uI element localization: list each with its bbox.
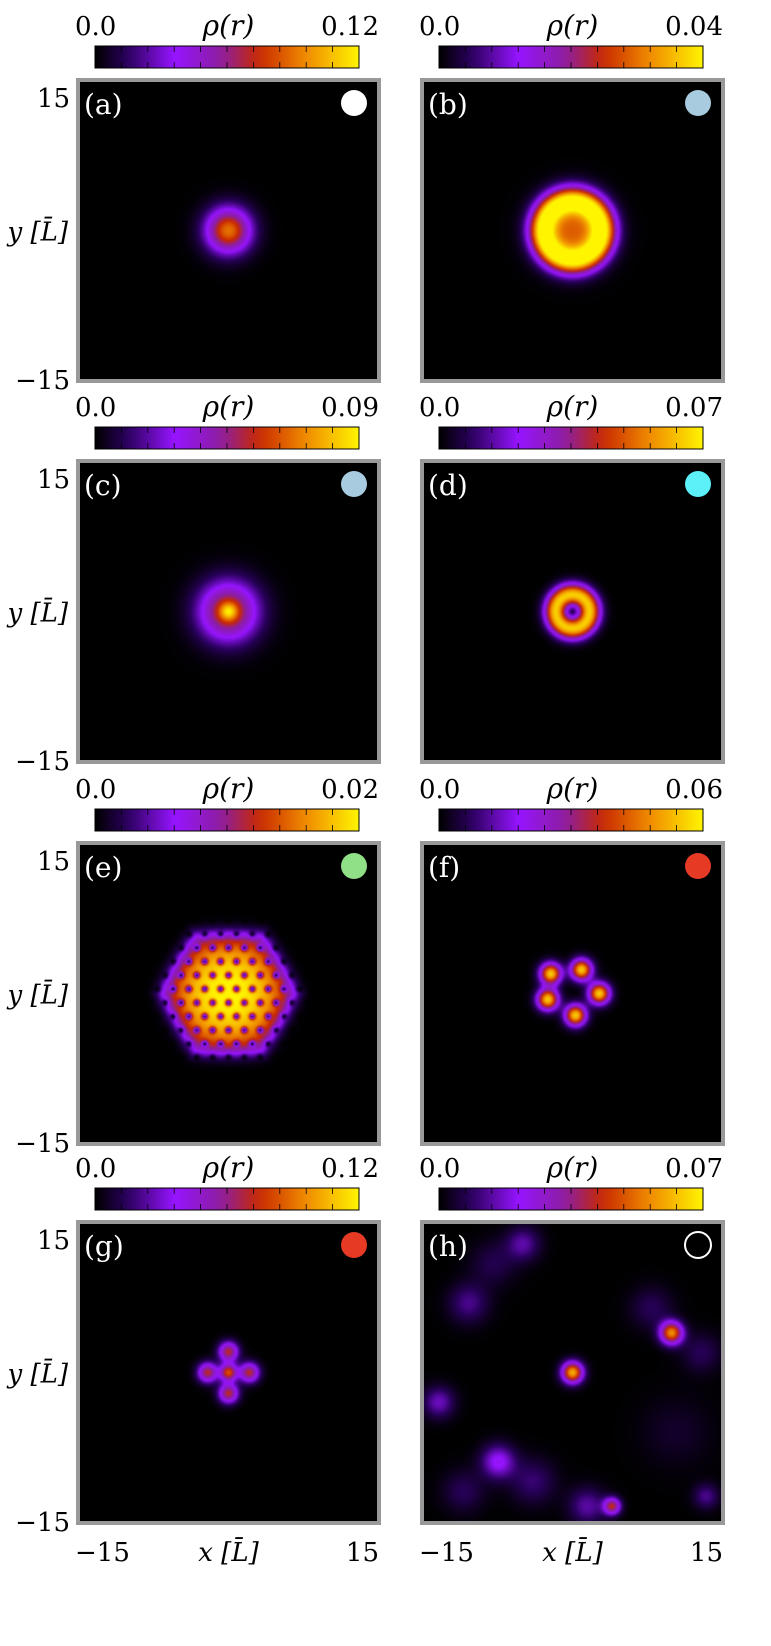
colorbar-label: ρ(r): [546, 9, 599, 42]
panel-h: 0.0 0.07 ρ(r) (h) −15 15 x [L̄]: [419, 1151, 725, 1568]
x-tick-label: 15: [346, 1538, 379, 1568]
density-heatmap: [80, 463, 377, 760]
panel-label: (c): [84, 469, 122, 502]
density-heatmap: [80, 1224, 377, 1521]
panel-d: 0.0 0.07 ρ(r) (d): [419, 390, 725, 764]
colorbar-label: ρ(r): [202, 772, 255, 805]
density-heatmap: [424, 845, 721, 1142]
state-marker: [341, 90, 367, 116]
colorbar-min-label: 0.0: [419, 1154, 460, 1184]
colorbar-max-label: 0.04: [665, 12, 723, 42]
colorbar-min-label: 0.0: [75, 12, 116, 42]
panel-b: 0.0 0.04 ρ(r) (b): [419, 9, 725, 383]
state-marker: [685, 471, 711, 497]
colorbar-label: ρ(r): [202, 390, 255, 423]
state-marker: [685, 853, 711, 879]
colorbar-max-label: 0.12: [321, 1154, 379, 1184]
panel-a: 0.0 0.12 ρ(r) (a) 15 −15 y [L̄]: [6, 9, 381, 396]
y-tick-label: 15: [37, 465, 70, 495]
density-heatmap: [424, 1224, 721, 1521]
y-axis-label: y [L̄]: [6, 1358, 68, 1390]
y-tick-label: 15: [37, 84, 70, 114]
y-tick-label: 15: [37, 1226, 70, 1256]
state-marker: [341, 471, 367, 497]
y-tick-label: −15: [15, 1129, 70, 1159]
colorbar-min-label: 0.0: [419, 12, 460, 42]
panel-frame: [76, 1220, 381, 1525]
colorbar-max-label: 0.12: [321, 12, 379, 42]
density-heatmap: [424, 463, 721, 760]
panel-label: (f): [428, 851, 460, 884]
y-axis-label: y [L̄]: [6, 216, 68, 248]
panel-frame: [420, 78, 725, 383]
panel-label: (a): [84, 88, 123, 121]
x-tick-label: −15: [419, 1538, 474, 1568]
colorbar-min-label: 0.0: [75, 1154, 116, 1184]
colorbar-max-label: 0.07: [665, 393, 723, 423]
colorbar-label: ρ(r): [202, 9, 255, 42]
y-tick-label: −15: [15, 1508, 70, 1538]
panel-label: (d): [428, 469, 468, 502]
density-heatmap: [80, 845, 377, 1142]
panel-frame: [76, 841, 381, 1146]
panel-frame: [420, 1220, 725, 1525]
y-tick-label: −15: [15, 366, 70, 396]
y-axis-label: y [L̄]: [6, 597, 68, 629]
state-marker: [685, 90, 711, 116]
panel-frame: [76, 459, 381, 764]
y-tick-label: −15: [15, 747, 70, 777]
density-heatmap: [424, 82, 721, 379]
colorbar-max-label: 0.09: [321, 393, 379, 423]
panel-e: 0.0 0.02 ρ(r) (e) 15 −15 y [L̄]: [6, 772, 381, 1159]
x-axis-label: x [L̄]: [542, 1536, 603, 1568]
colorbar-label: ρ(r): [546, 1151, 599, 1184]
x-tick-label: −15: [75, 1538, 130, 1568]
colorbar-min-label: 0.0: [419, 393, 460, 423]
y-tick-label: 15: [37, 847, 70, 877]
colorbar-max-label: 0.06: [665, 775, 723, 805]
y-axis-label: y [L̄]: [6, 979, 68, 1011]
state-marker: [341, 853, 367, 879]
state-marker: [341, 1232, 367, 1258]
colorbar-label: ρ(r): [546, 772, 599, 805]
panel-g: 0.0 0.12 ρ(r) (g) 15 −15 y [L̄] −15 15 x [L̄]: [6, 1151, 381, 1568]
panel-frame: [420, 841, 725, 1146]
colorbar-min-label: 0.0: [419, 775, 460, 805]
colorbar-min-label: 0.0: [75, 393, 116, 423]
panel-label: (g): [84, 1230, 124, 1263]
colorbar-max-label: 0.07: [665, 1154, 723, 1184]
colorbar-label: ρ(r): [546, 390, 599, 423]
colorbar-label: ρ(r): [202, 1151, 255, 1184]
colorbar-max-label: 0.02: [321, 775, 379, 805]
x-axis-label: x [L̄]: [198, 1536, 259, 1568]
panel-label: (b): [428, 88, 468, 121]
density-heatmap: [80, 82, 377, 379]
state-marker: [684, 1231, 712, 1259]
panel-label: (h): [428, 1230, 468, 1263]
colorbar-min-label: 0.0: [75, 775, 116, 805]
x-tick-label: 15: [690, 1538, 723, 1568]
panel-frame: [420, 459, 725, 764]
panel-label: (e): [84, 851, 122, 884]
panel-frame: [76, 78, 381, 383]
panel-f: 0.0 0.06 ρ(r) (f): [419, 772, 725, 1146]
panel-c: 0.0 0.09 ρ(r) (c) 15 −15 y [L̄]: [6, 390, 381, 777]
